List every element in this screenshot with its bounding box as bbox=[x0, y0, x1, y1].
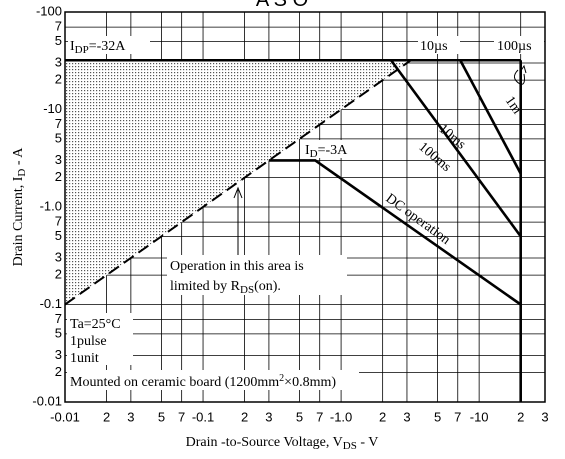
t: ×0.8mm) bbox=[284, 375, 336, 390]
y-tick-label: -100 bbox=[36, 3, 62, 18]
label-bg bbox=[494, 36, 544, 54]
x-tick-label: 5 bbox=[434, 409, 441, 424]
t: DS bbox=[343, 440, 357, 452]
t: - A bbox=[11, 147, 26, 169]
y-tick-label: 5 bbox=[55, 325, 62, 340]
x-tick-label: 3 bbox=[541, 409, 548, 424]
t: 2 bbox=[279, 373, 284, 384]
t: D bbox=[310, 148, 318, 160]
soa-line bbox=[459, 59, 522, 175]
annotation: ID=-3A bbox=[305, 143, 348, 160]
y-tick-label: 7 bbox=[55, 19, 62, 34]
y-tick-label: 2 bbox=[55, 267, 62, 282]
y-tick-label: -0.01 bbox=[32, 393, 62, 408]
label-bg bbox=[418, 36, 460, 54]
y-tick-label: 5 bbox=[55, 130, 62, 145]
y-tick-label: -1.0 bbox=[40, 198, 62, 213]
annotation: Ta=25°C bbox=[70, 317, 121, 332]
x-tick-label: 2 bbox=[103, 409, 110, 424]
x-tick-label: 2 bbox=[241, 409, 248, 424]
t: Drain Current, I bbox=[11, 176, 26, 266]
arrow bbox=[514, 69, 525, 85]
y-tick-label: 3 bbox=[55, 347, 62, 362]
soa-line bbox=[389, 59, 522, 238]
soa-line bbox=[268, 159, 522, 306]
annotation: limited by RDS(on). bbox=[170, 279, 281, 296]
t: DS bbox=[240, 284, 254, 296]
y-tick-label: 7 bbox=[55, 116, 62, 131]
x-tick-label: 2 bbox=[379, 409, 386, 424]
chart-title: A S O bbox=[256, 0, 308, 11]
annotation: Operation in this area is bbox=[170, 259, 304, 274]
line-label: DC operation bbox=[383, 191, 453, 248]
line-label: 100ms bbox=[415, 140, 453, 175]
t: Mounted on ceramic board (1200mm bbox=[70, 375, 279, 390]
annotation: Mounted on ceramic board (1200mm2×0.8mm) bbox=[70, 373, 336, 390]
t: I bbox=[305, 143, 310, 158]
y-tick-label: 2 bbox=[55, 72, 62, 87]
y-tick-label: 3 bbox=[55, 54, 62, 69]
label-bg bbox=[67, 313, 133, 365]
x-tick-label: 2 bbox=[517, 409, 524, 424]
t: =-32A bbox=[89, 39, 127, 54]
label-bg bbox=[67, 370, 359, 390]
line-label: 10ms bbox=[435, 122, 468, 153]
lines bbox=[64, 58, 522, 402]
t: Drain -to-Source Voltage, V bbox=[186, 435, 343, 450]
soa-line bbox=[64, 59, 412, 306]
label-bg bbox=[68, 36, 150, 54]
y-tick-label: 2 bbox=[55, 364, 62, 379]
t: D bbox=[16, 169, 28, 177]
y-axis-label: Drain Current, ID - A bbox=[11, 147, 28, 267]
x-tick-label: -0.1 bbox=[192, 409, 214, 424]
y-tick-label: 3 bbox=[55, 249, 62, 264]
plot-frame bbox=[64, 11, 546, 403]
x-tick-label: 5 bbox=[158, 409, 165, 424]
y-tick-label: -0.1 bbox=[40, 296, 62, 311]
x-tick-label: 5 bbox=[296, 409, 303, 424]
x-tick-label: 7 bbox=[178, 409, 185, 424]
x-tick-label: 3 bbox=[127, 409, 134, 424]
t: =-3A bbox=[318, 143, 349, 158]
y-tick-label: 3 bbox=[55, 152, 62, 167]
x-tick-label: -0.01 bbox=[50, 409, 80, 424]
annotation: 100µs bbox=[497, 39, 532, 54]
x-axis-label: Drain -to-Source Voltage, VDS - V bbox=[186, 435, 379, 452]
y-tick-label: 5 bbox=[55, 33, 62, 48]
annotation: IDP=-32A bbox=[70, 39, 126, 56]
x-tick-label: -10 bbox=[470, 409, 489, 424]
label-bg bbox=[302, 140, 374, 158]
label-bg bbox=[167, 255, 347, 295]
annotation: 1pulse bbox=[70, 334, 107, 349]
t: I bbox=[70, 39, 75, 54]
x-tick-label: 3 bbox=[265, 409, 272, 424]
x-tick-label: -1.0 bbox=[330, 409, 352, 424]
y-tick-label: 7 bbox=[55, 311, 62, 326]
y-tick-label: 5 bbox=[55, 228, 62, 243]
arrow-head bbox=[233, 186, 243, 199]
x-tick-label: 7 bbox=[316, 409, 323, 424]
t: DP bbox=[75, 44, 89, 56]
t: (on). bbox=[254, 279, 281, 294]
limited-area bbox=[65, 60, 411, 305]
arrow-head bbox=[519, 64, 527, 74]
x-tick-label: 3 bbox=[403, 409, 410, 424]
t: limited by R bbox=[170, 279, 241, 294]
x-tick-label: 7 bbox=[454, 409, 461, 424]
annotation: 1unit bbox=[70, 351, 99, 366]
y-tick-label: 7 bbox=[55, 214, 62, 229]
t: - V bbox=[357, 435, 379, 450]
shading bbox=[65, 60, 411, 305]
y-tick-label: -10 bbox=[43, 101, 62, 116]
y-tick-label: 2 bbox=[55, 169, 62, 184]
annotation: 10µs bbox=[420, 39, 448, 54]
